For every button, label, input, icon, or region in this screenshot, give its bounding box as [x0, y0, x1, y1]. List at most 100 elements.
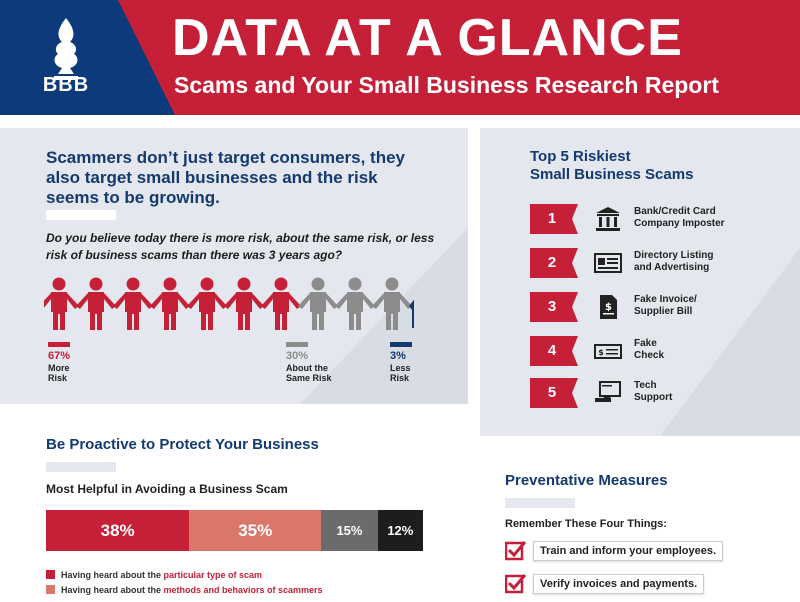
- legend-highlight: particular type of scam: [163, 570, 263, 580]
- legend-highlight: methods and behaviors of scammers: [163, 585, 323, 595]
- bar-segment-1: 38%: [46, 510, 190, 551]
- scam-item-3: 3 $ Fake Invoice/ Supplier Bill: [530, 292, 790, 324]
- header-background: [0, 0, 800, 115]
- preventative-subtitle: Remember These Four Things:: [505, 518, 667, 530]
- proactive-title: Be Proactive to Protect Your Business: [46, 436, 319, 453]
- rank-number: 2: [547, 254, 557, 271]
- bar-label: 38%: [100, 520, 135, 540]
- scam-label-line: Bank/Credit Card: [634, 206, 716, 217]
- checkbox-checked-icon: [505, 574, 527, 594]
- bar-segment-2: 35%: [189, 510, 322, 551]
- scam-label: Fake Invoice/ Supplier Bill: [634, 294, 697, 318]
- scam-label-line: Company Imposter: [634, 218, 725, 229]
- top5-title-line: Small Business Scams: [530, 166, 694, 183]
- stat-same-risk: 30% About the Same Risk: [286, 342, 332, 383]
- legend-text: Having heard about the: [61, 570, 164, 580]
- stat-swatch: [48, 342, 70, 347]
- stat-swatch: [390, 342, 412, 347]
- stat-percent: 30%: [286, 350, 309, 362]
- page-subtitle: Scams and Your Small Business Research R…: [174, 72, 719, 98]
- divider-bar: [505, 498, 575, 508]
- person-red-icon: [224, 277, 264, 330]
- person-gray-icon: [335, 277, 375, 330]
- preventative-text: Verify invoices and payments.: [533, 574, 705, 594]
- person-red-icon: [187, 277, 227, 330]
- risk-panel: [0, 128, 468, 404]
- bar-segment-4: 12%: [377, 510, 423, 551]
- person-gray-icon: [372, 277, 412, 330]
- top5-title: Top 5 Riskiest Small Business Scams: [530, 148, 693, 184]
- bank-icon: [596, 207, 620, 231]
- scam-label-line: Tech: [634, 380, 657, 391]
- scam-label: Bank/Credit Card Company Imposter: [634, 206, 725, 230]
- scam-label-line: and Advertising: [634, 262, 710, 273]
- person-red-icon: [44, 277, 79, 330]
- divider-bar: [46, 210, 116, 220]
- invoice-icon: $: [600, 295, 617, 319]
- proactive-panel: [0, 414, 468, 602]
- bar-label: 15%: [336, 523, 363, 538]
- helpful-bar-chart: 38% 35% 15% 12%: [46, 510, 423, 551]
- scam-label-line: Fake Invoice/: [634, 294, 697, 305]
- legend-text: Having heard about the: [61, 585, 164, 595]
- stat-label: Risk: [48, 373, 68, 383]
- stat-label: About the: [286, 363, 328, 373]
- rank-ribbon: [530, 336, 578, 366]
- rank-number: 5: [547, 384, 557, 401]
- bar-segment-3: 15%: [321, 510, 378, 551]
- top5-title-line: Top 5 Riskiest: [530, 148, 631, 165]
- rank-ribbon: [530, 248, 578, 278]
- stat-less-risk: 3% Less Risk: [390, 342, 412, 383]
- legend-item-1: Having heard about the particular type o…: [46, 570, 262, 580]
- bar-label: 12%: [387, 523, 414, 538]
- panel-diagonal-background: [0, 128, 468, 404]
- bbb-torch-icon: [54, 18, 78, 80]
- person-red-icon: [113, 277, 153, 330]
- scam-item-4: 4 $ Fake Check: [530, 336, 790, 368]
- stat-percent: 3%: [390, 350, 406, 362]
- tech-support-icon: [595, 381, 621, 402]
- rank-number: 4: [547, 342, 557, 359]
- scam-label-line: Supplier Bill: [634, 306, 693, 317]
- scam-item-1: 1 Bank/Credit Card Company Imposter: [530, 204, 790, 236]
- check-icon: $: [594, 344, 622, 359]
- person-red-icon: [76, 277, 116, 330]
- bar-label: 35%: [238, 520, 273, 540]
- stat-more-risk: 67% More Risk: [48, 342, 70, 383]
- scam-label: Directory Listing and Advertising: [634, 250, 713, 274]
- stat-label: Same Risk: [286, 373, 332, 383]
- divider-bar: [46, 462, 116, 472]
- rank-number: 3: [547, 298, 557, 315]
- person-red-icon: [261, 277, 301, 330]
- person-gray-icon: [298, 277, 338, 330]
- bbb-logo-text: BBB: [42, 74, 90, 96]
- preventative-item-2: Verify invoices and payments.: [505, 573, 755, 597]
- rank-number: 1: [547, 210, 557, 227]
- stat-label: More: [48, 363, 70, 373]
- svg-text:$: $: [598, 348, 604, 357]
- scam-label-line: Check: [634, 350, 665, 361]
- preventative-item-1: Train and inform your employees.: [505, 540, 755, 564]
- rank-ribbon: [530, 292, 578, 322]
- scam-label-line: Support: [634, 392, 673, 403]
- svg-text:$: $: [605, 302, 612, 313]
- risk-question: Do you believe today there is more risk,…: [46, 231, 435, 262]
- people-chain: [44, 277, 414, 330]
- proactive-subtitle: Most Helpful in Avoiding a Business Scam: [46, 482, 288, 496]
- preventative-text: Train and inform your employees.: [533, 541, 724, 561]
- legend-swatch: [46, 585, 55, 594]
- person-blue-partial-icon: [409, 299, 414, 328]
- checkbox-checked-icon: [505, 541, 527, 561]
- stat-swatch: [286, 342, 308, 347]
- rank-ribbon: [530, 204, 578, 234]
- person-red-icon: [150, 277, 190, 330]
- risk-headline: Scammers don’t just target consumers, th…: [46, 148, 405, 207]
- scam-item-5: 5 Tech Support: [530, 378, 790, 410]
- legend-item-2: Having heard about the methods and behav…: [46, 585, 323, 595]
- preventative-title: Preventative Measures: [505, 472, 668, 489]
- stat-label: Risk: [390, 373, 410, 383]
- scam-label: Fake Check: [634, 338, 664, 362]
- header-banner: BBB DATA AT A GLANCE Scams and Your Smal…: [0, 0, 800, 115]
- scam-label-line: Fake: [634, 338, 657, 349]
- scam-label-line: Directory Listing: [634, 250, 714, 261]
